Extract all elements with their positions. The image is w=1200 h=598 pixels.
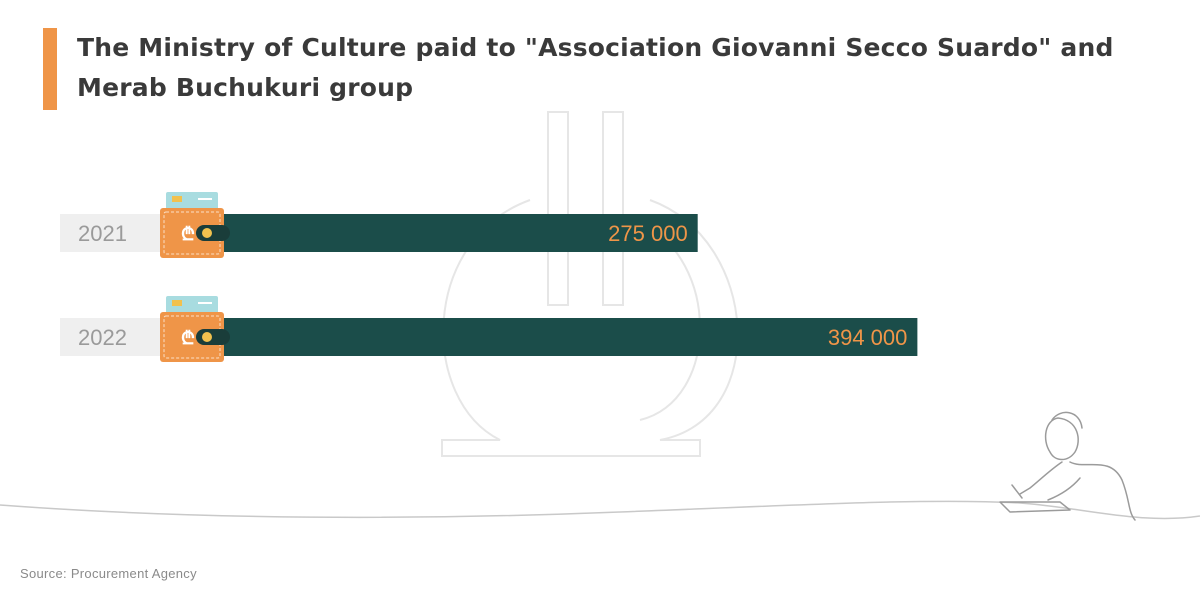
bar-value-label: 394 000 [828,325,908,350]
title-line-1: The Ministry of Culture paid to "Associa… [77,33,1114,62]
wallet-clasp [196,329,230,345]
wallet-clasp [196,225,230,241]
bar-row: 2021 275 000 ₾ [60,192,698,258]
wallet-clasp-button [202,228,212,238]
wallet-body [160,312,224,362]
bar-row: 2022 394 000 ₾ [60,296,918,362]
wallet-clasp-button [202,332,212,342]
page-title: The Ministry of Culture paid to "Associa… [77,28,1157,108]
year-label: 2021 [78,221,127,246]
bar [190,318,918,356]
wallet-stitch [163,211,221,255]
wallet-card-chip [172,196,182,202]
bar [190,214,698,252]
year-label: 2022 [78,325,127,350]
year-label-bg [60,318,168,356]
wallet-body [160,208,224,258]
lari-watermark-icon [441,111,739,457]
wallet-card-chip [172,300,182,306]
wallet-icon: ₾ [160,296,230,362]
wallet-stitch [163,315,221,359]
source-note: Source: Procurement Agency [20,566,197,581]
baseline-line [0,500,1200,520]
bars-layer: 2021 275 000 ₾ 2022 394 000 ₾ [60,192,918,362]
title-line-2: Merab Buchukuri group [77,73,414,102]
title-accent-bar [43,28,57,110]
lari-sign-icon: ₾ [181,224,195,245]
year-label-bg [60,214,168,252]
wallet-icon: ₾ [160,192,230,258]
person-writing-illustration [999,411,1136,521]
lari-sign-icon: ₾ [181,328,195,349]
bar-value-label: 275 000 [608,221,688,246]
